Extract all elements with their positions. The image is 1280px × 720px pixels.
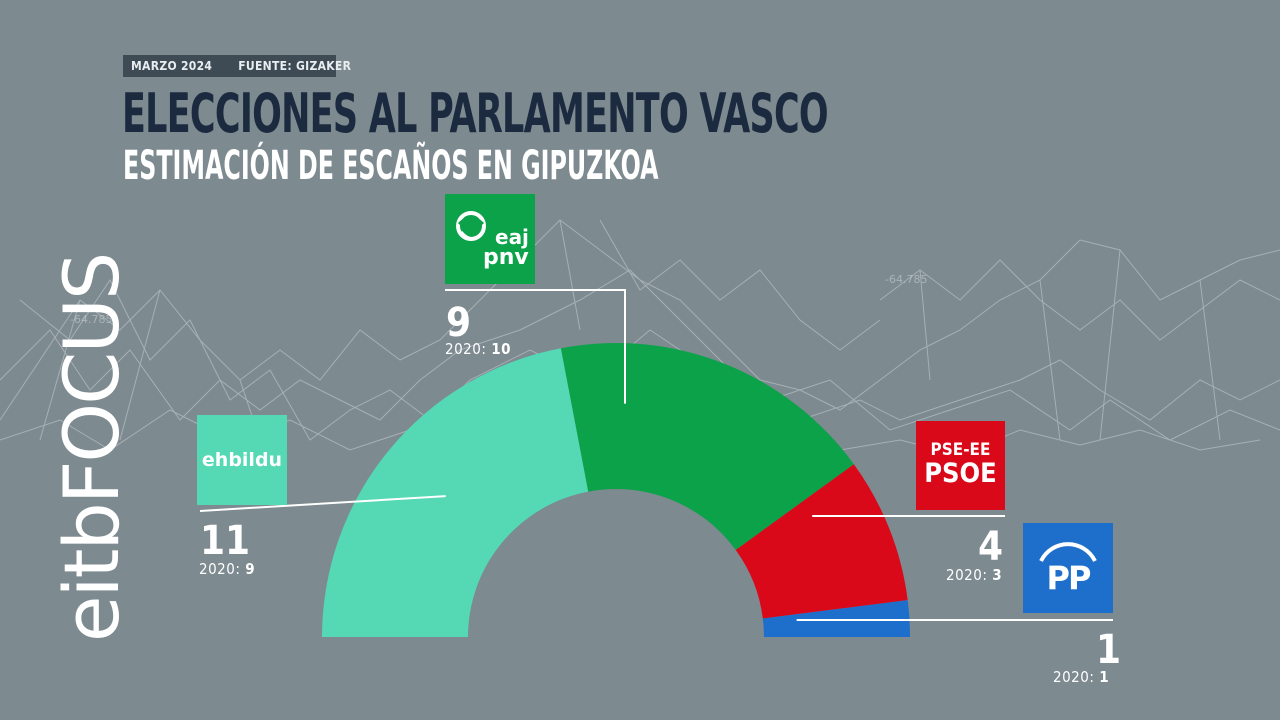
pnv-seats: 9 [446,300,472,346]
pp-logo-icon: PP [1039,542,1097,597]
pp-seats: 1 [1096,627,1122,673]
pp-prev-value: 1 [1099,668,1110,686]
psoe-seats: 4 [978,524,1004,570]
date-label: MARZO 2024 [131,59,213,73]
pnv-logo: eaj pnv [445,194,535,284]
ehbildu-logo: ehbildu [197,415,287,505]
ehbildu-logo-text: ehbildu [201,449,283,471]
leader-line-pnv [445,289,626,404]
ehbildu-prev-value: 9 [245,560,256,578]
header-tag-bar: MARZO 2024 FUENTE: GIZAKER [123,55,351,77]
ehbildu-prev: 2020: 9 [199,560,255,578]
psoe-prev-value: 3 [992,566,1003,584]
psoe-prev: 2020: 3 [946,566,1002,584]
psoe-logo: PSE-EE PSOE [916,421,1005,510]
leader-line-ehbildu [199,495,446,512]
seat-segment-1 [560,342,854,551]
pp-prev-label: 2020: [1053,668,1095,686]
pp-prev: 2020: 1 [1053,668,1109,686]
pnv-lauburu-icon: eaj pnv [456,211,529,270]
ehbildu-prev-label: 2020: [199,560,241,578]
page-title: ELECCIONES AL PARLAMENTO VASCO [122,82,829,145]
background-value-label-2: -64.785 [885,273,927,286]
pnv-prev-value: 10 [491,340,511,358]
psoe-prev-label: 2020: [946,566,988,584]
pnv-logo-line-1: eaj [495,225,529,249]
ehbildu-seats: 11 [200,518,251,564]
pp-logo: PP [1023,523,1113,613]
seat-segment-2 [735,464,908,619]
seat-segment-3 [762,600,910,637]
psoe-logo-line-2: PSOE [924,458,997,490]
source-label: FUENTE: GIZAKER [238,59,352,73]
pp-logo-text: PP [1047,559,1091,597]
seat-segment-0 [322,348,589,637]
pnv-prev-label: 2020: [445,340,487,358]
psoe-logo-line-1: PSE-EE [930,440,991,461]
pnv-logo-line-2: pnv [483,245,529,270]
page-subtitle: ESTIMACIÓN DE ESCAÑOS EN GIPUZKOA [123,143,659,189]
pnv-prev: 2020: 10 [445,340,511,358]
background-value-label-1: -64.785 [70,313,112,326]
